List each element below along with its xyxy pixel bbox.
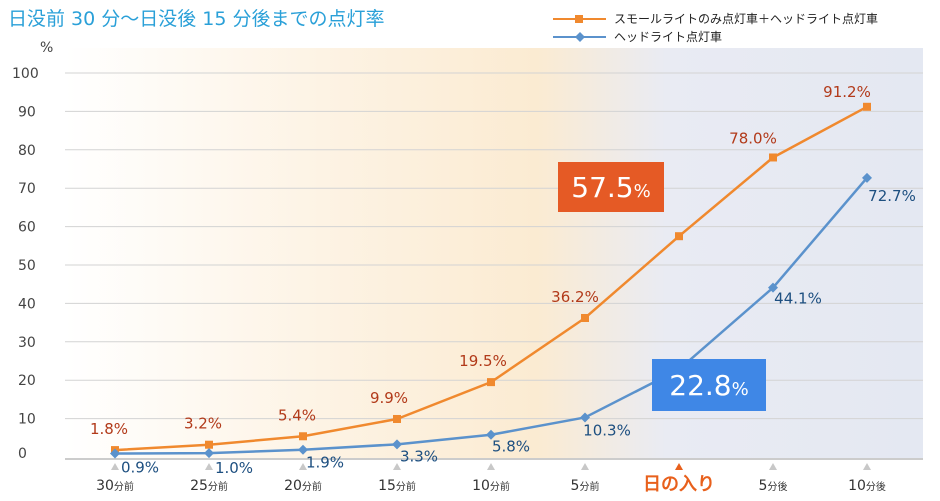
chart-title: 日没前 30 分〜日没後 15 分後までの点灯率 bbox=[8, 8, 385, 30]
x-tick-marker bbox=[205, 463, 213, 470]
y-tick-label: 10 bbox=[18, 412, 36, 428]
data-label-series-2: 10.3% bbox=[583, 421, 631, 439]
y-tick-label: 40 bbox=[18, 296, 36, 312]
data-label-series-1: 19.5% bbox=[459, 352, 507, 370]
x-tick-marker bbox=[111, 463, 119, 470]
x-tick-label: 30分前 bbox=[96, 478, 134, 494]
data-point-series-2 bbox=[486, 429, 496, 440]
y-tick-label: 30 bbox=[18, 335, 36, 351]
data-label-series-1: 5.4% bbox=[278, 406, 316, 424]
data-point-series-2 bbox=[768, 282, 778, 293]
x-tick-label: 20分前 bbox=[284, 478, 322, 494]
data-point-series-1 bbox=[863, 102, 871, 111]
data-label-series-1: 36.2% bbox=[551, 288, 599, 306]
legend-marker-series-1 bbox=[575, 15, 583, 23]
data-label-series-2: 72.7% bbox=[868, 187, 916, 205]
y-tick-label: 50 bbox=[18, 258, 36, 274]
data-label-series-2: 5.8% bbox=[492, 438, 530, 456]
x-tick-marker bbox=[487, 463, 495, 470]
callout-value-1: 57.5% bbox=[571, 171, 650, 204]
x-tick-label: 日の入り bbox=[643, 474, 715, 495]
x-tick-label: 5分後 bbox=[759, 478, 788, 494]
x-tick-marker bbox=[299, 463, 307, 470]
data-label-series-2: 3.3% bbox=[400, 447, 438, 465]
x-tick-marker bbox=[675, 463, 683, 470]
data-point-series-2 bbox=[204, 448, 214, 459]
legend: スモールライトのみ点灯車＋ヘッドライト点灯車 ヘッドライト点灯車 bbox=[553, 12, 878, 44]
data-point-series-2 bbox=[110, 448, 120, 459]
data-point-series-2 bbox=[298, 444, 308, 455]
y-tick-label: 60 bbox=[18, 220, 36, 236]
data-point-series-2 bbox=[580, 412, 590, 423]
data-point-series-1 bbox=[299, 432, 307, 441]
data-point-series-1 bbox=[675, 232, 683, 241]
y-tick-label: 0 bbox=[18, 446, 27, 462]
data-label-series-2: 1.9% bbox=[306, 454, 344, 472]
data-point-series-1 bbox=[205, 440, 213, 449]
y-tick-label: 90 bbox=[18, 104, 36, 120]
data-point-series-2 bbox=[392, 439, 402, 450]
callout-box-1 bbox=[558, 162, 664, 212]
data-label-series-1: 9.9% bbox=[370, 389, 408, 407]
x-tick-marker bbox=[581, 463, 589, 470]
data-point-series-2 bbox=[862, 172, 872, 183]
data-point-series-1 bbox=[487, 378, 495, 387]
x-tick-label: 15分前 bbox=[378, 478, 416, 494]
plot-background bbox=[65, 48, 923, 458]
x-tick-label: 25分前 bbox=[190, 478, 228, 494]
data-point-series-1 bbox=[769, 153, 777, 162]
data-label-series-1: 3.2% bbox=[184, 415, 222, 433]
callout-value-2: 22.8% bbox=[669, 369, 748, 402]
data-label-series-1: 1.8% bbox=[90, 420, 128, 438]
y-tick-label: 20 bbox=[18, 373, 36, 389]
legend-label-series-1: スモールライトのみ点灯車＋ヘッドライト点灯車 bbox=[614, 12, 878, 26]
data-label-series-2: 0.9% bbox=[121, 459, 159, 477]
data-label-series-2: 1.0% bbox=[215, 459, 253, 477]
x-tick-label: 5分前 bbox=[571, 478, 600, 494]
y-tick-label: 100 bbox=[12, 66, 39, 82]
data-label-series-1: 91.2% bbox=[823, 83, 871, 101]
legend-marker-series-2 bbox=[575, 32, 585, 42]
y-tick-label: 70 bbox=[18, 181, 36, 197]
data-label-series-1: 78.0% bbox=[729, 129, 777, 147]
y-axis-unit: % bbox=[40, 40, 53, 56]
data-point-series-1 bbox=[581, 313, 589, 322]
x-tick-marker bbox=[393, 463, 401, 470]
callout-box-2 bbox=[652, 359, 766, 411]
x-tick-marker bbox=[769, 463, 777, 470]
x-tick-label: 10分後 bbox=[848, 478, 886, 494]
data-label-series-2: 44.1% bbox=[774, 290, 822, 308]
legend-label-series-2: ヘッドライト点灯車 bbox=[614, 30, 722, 44]
data-point-series-1 bbox=[393, 414, 401, 423]
x-tick-marker bbox=[863, 463, 871, 470]
x-tick-label: 10分前 bbox=[472, 478, 510, 494]
y-tick-label: 80 bbox=[18, 143, 36, 159]
